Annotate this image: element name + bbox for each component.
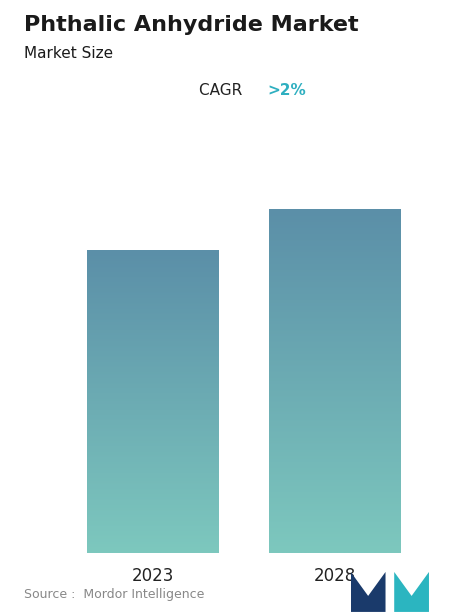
Text: CAGR: CAGR <box>199 83 247 98</box>
Polygon shape <box>351 572 385 612</box>
Polygon shape <box>394 572 429 612</box>
Text: >2%: >2% <box>268 83 307 98</box>
Text: Phthalic Anhydride Market: Phthalic Anhydride Market <box>24 15 358 36</box>
Text: Source :  Mordor Intelligence: Source : Mordor Intelligence <box>24 589 204 601</box>
Text: Market Size: Market Size <box>24 46 113 61</box>
